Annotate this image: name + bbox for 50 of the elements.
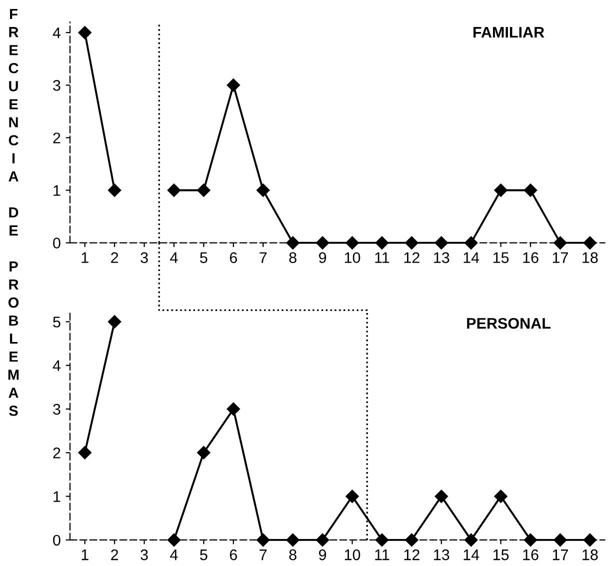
x-tick-label: 1: [82, 252, 88, 263]
x-tick-label: 6: [230, 252, 237, 264]
x-tick-label: 4: [170, 550, 178, 560]
x-tick-label: 3: [140, 549, 148, 560]
y-tick-label: 1: [54, 491, 60, 502]
x-tick-label: 9: [319, 549, 326, 560]
x-tick-label: 17: [552, 550, 568, 560]
y-tick-label: 4: [52, 28, 61, 38]
x-tick-label: 11: [375, 550, 390, 560]
y-tick-label: 2: [53, 448, 60, 458]
x-tick-label: 16: [523, 252, 538, 264]
x-tick-label: 8: [289, 252, 296, 264]
chart-title: PERSONAL: [467, 318, 550, 329]
x-tick-label: 18: [582, 549, 598, 560]
y-tick-label: 0: [53, 238, 60, 248]
x-tick-label: 5: [200, 550, 208, 560]
text: FRECUENCIA DE PROBLEMAS: [8, 9, 19, 416]
y-tick-label: 0: [53, 534, 60, 546]
x-tick-label: 13: [434, 252, 450, 264]
x-tick-label: 14: [464, 252, 480, 263]
x-tick-label: 15: [493, 252, 509, 264]
x-tick-label: 1: [82, 550, 88, 560]
x-tick-label: 12: [404, 549, 420, 560]
x-tick-label: 14: [464, 550, 480, 560]
x-tick-label: 5: [200, 252, 208, 264]
chart-title: FAMILIAR: [473, 27, 544, 38]
y-tick-label: 3: [53, 80, 60, 91]
x-tick-label: 13: [434, 549, 450, 560]
x-tick-label: 7: [260, 252, 267, 263]
y-tick-label: 2: [53, 132, 60, 144]
y-tick-label: 1: [54, 185, 60, 196]
x-tick-label: 7: [260, 550, 267, 560]
x-tick-label: 18: [582, 252, 598, 264]
y-tick-label: 4: [52, 360, 61, 371]
x-tick-label: 10: [344, 252, 360, 264]
y-tick-label: 5: [53, 316, 60, 328]
x-tick-label: 11: [375, 252, 390, 263]
y-tick-label: 3: [53, 404, 60, 415]
x-tick-label: 10: [344, 549, 360, 560]
x-tick-label: 17: [552, 252, 568, 263]
x-tick-label: 15: [493, 550, 509, 560]
x-tick-label: 9: [319, 252, 326, 264]
x-tick-label: 6: [230, 549, 237, 560]
x-tick-label: 3: [140, 252, 148, 264]
x-tick-label: 16: [523, 549, 538, 560]
x-tick-label: 12: [404, 252, 420, 263]
x-tick-label: 2: [111, 549, 118, 560]
x-tick-label: 2: [111, 252, 118, 263]
x-tick-label: 8: [289, 549, 296, 560]
x-tick-label: 4: [170, 252, 178, 263]
